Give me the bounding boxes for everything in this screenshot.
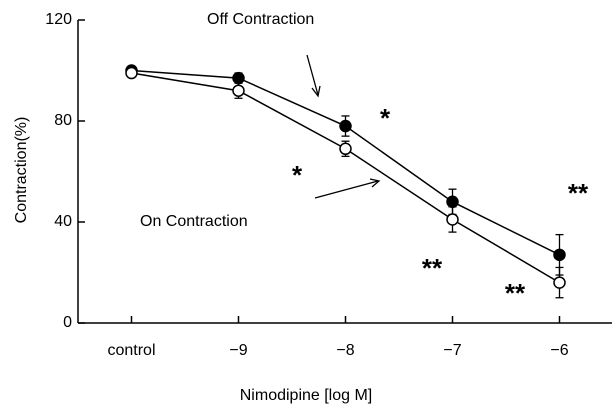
y-tick-label: 0 <box>63 314 72 331</box>
annotation: ** <box>505 278 526 308</box>
data-point <box>446 195 459 209</box>
annotation: * <box>380 103 391 133</box>
y-tick-label: 80 <box>54 112 72 129</box>
data-point <box>232 84 245 97</box>
data-point <box>446 213 459 226</box>
annotation: ** <box>422 253 443 283</box>
y-tick-label: 120 <box>45 11 72 28</box>
x-tick-label: −9 <box>229 342 247 359</box>
arrow <box>306 54 319 96</box>
data-point <box>339 119 352 133</box>
arrow-head <box>369 178 381 188</box>
x-axis-label: Nimodipine [log M] <box>240 387 373 404</box>
annotation: ** <box>568 178 589 208</box>
x-tick-label: −8 <box>336 342 354 359</box>
data-point <box>125 66 138 80</box>
series-label: On Contraction <box>140 213 248 230</box>
y-tick-label: 40 <box>54 213 72 230</box>
series-line <box>131 72 560 284</box>
x-tick-label: −6 <box>550 342 568 359</box>
series-label: Off Contraction <box>207 11 314 28</box>
x-tick-label: −7 <box>443 342 461 359</box>
data-point <box>553 276 566 289</box>
data-point <box>339 142 352 156</box>
arrow <box>314 180 379 199</box>
x-tick-label: control <box>107 342 155 359</box>
y-axis-label: Contraction(%) <box>13 117 30 224</box>
arrow-head <box>311 85 321 98</box>
data-point <box>232 71 245 85</box>
data-point <box>553 248 566 262</box>
annotation: * <box>292 160 303 190</box>
